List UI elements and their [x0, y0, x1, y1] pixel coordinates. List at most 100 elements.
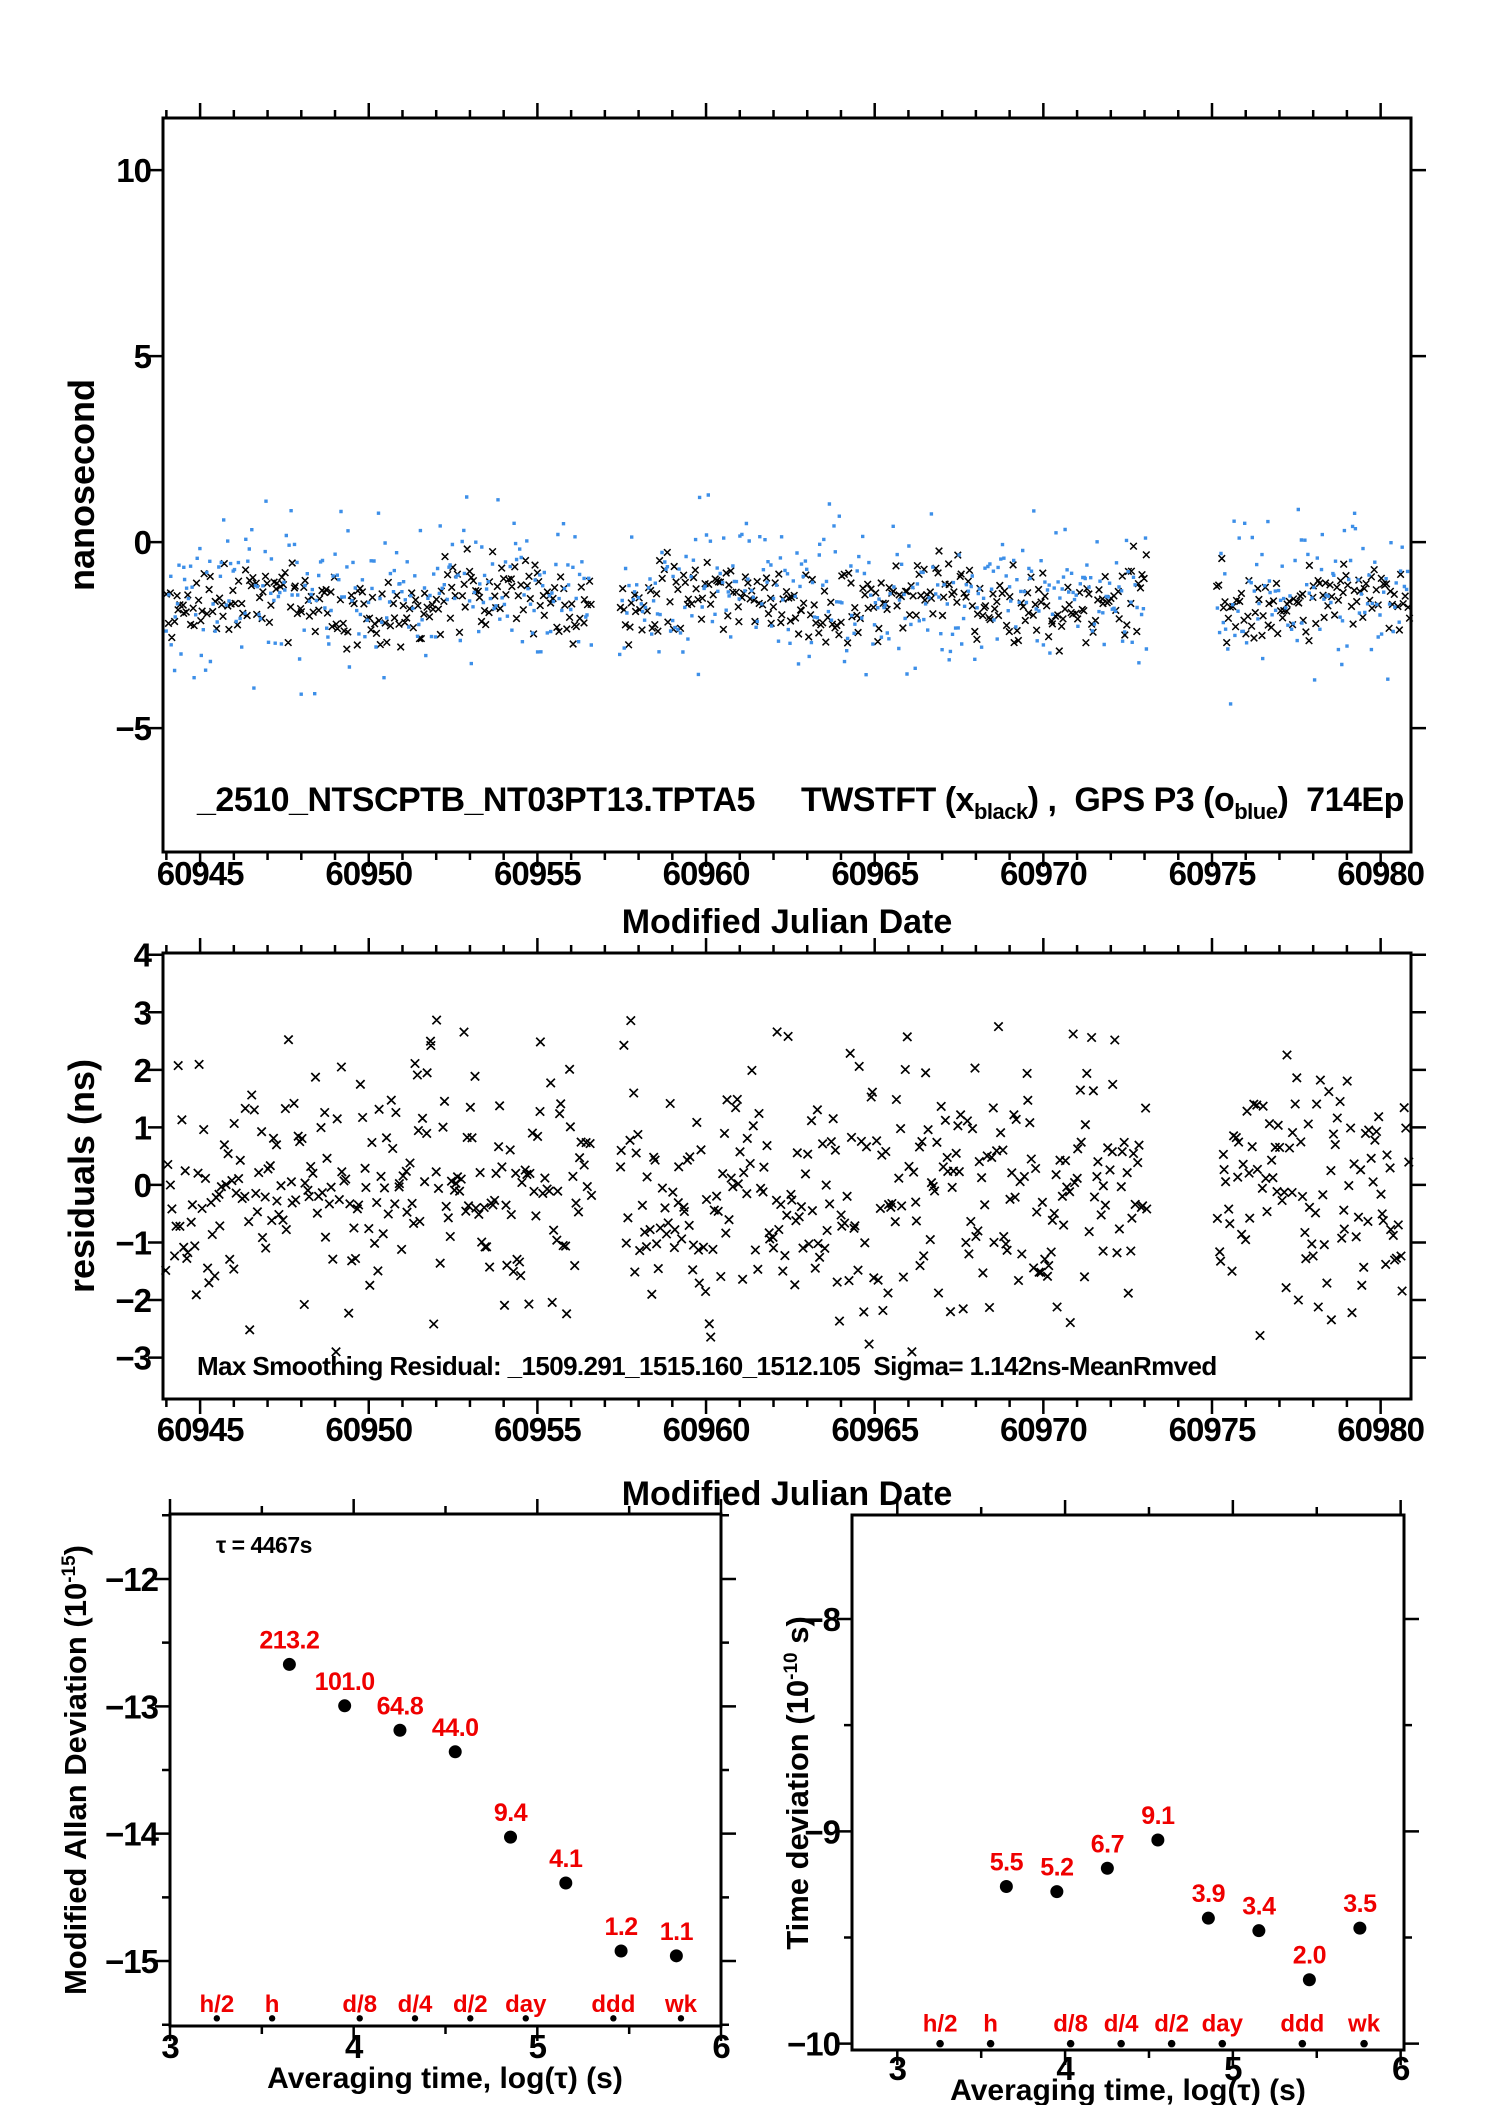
- residuals-x-axis-title: Modified Julian Date: [621, 1475, 953, 1513]
- comparison-title-series1-subscript: black: [973, 799, 1028, 824]
- time-comparison-twstft-points: [162, 542, 1414, 655]
- time-deviation-y-tick-label: −10: [787, 2026, 840, 2063]
- time-deviation-axis-ticks: [837, 1500, 1419, 2065]
- time-comparison-x-tick-label: 60960: [663, 855, 750, 892]
- time-deviation-value-label: 3.9: [1192, 1880, 1225, 1908]
- time-comparison-y-tick-label: 5: [134, 338, 152, 375]
- modified-allan-deviation-tau-tick-dot: [268, 2015, 276, 2022]
- smoothing-residuals-x-tick-label: 60955: [494, 1411, 581, 1448]
- modified-allan-deviation-plot-frame: [168, 1512, 723, 2028]
- mdev-y-axis-title-pre: Modified Allan Deviation (10: [58, 1582, 93, 1996]
- time-comparison-x-tick-label: 60975: [1169, 855, 1256, 892]
- time-deviation-x-tick-label: 4: [1056, 2050, 1075, 2087]
- time-deviation-value-label: 5.5: [990, 1849, 1024, 1877]
- modified-allan-deviation-chart: 3 4 5 6 −12 −13 −14 −15 213.2 101.064.8 44.0 9.4 4.1…: [105, 1499, 736, 2065]
- modified-allan-deviation-data-point: [614, 1944, 628, 1958]
- modified-allan-deviation-tau-tick-label: wk: [664, 1991, 698, 2018]
- smoothing-residuals-x-tick-label: 60950: [325, 1411, 412, 1448]
- time-comparison-x-tick-label: 60955: [494, 855, 581, 892]
- smoothing-residuals-plot-frame: [161, 951, 1413, 1401]
- smoothing-residuals-x-tick-label: 60975: [1169, 1411, 1256, 1448]
- modified-allan-deviation-tau-tick-label: d/4: [398, 1991, 433, 2018]
- modified-allan-deviation-x-tick-label: 4: [345, 2028, 364, 2065]
- comparison-x-axis-title: Modified Julian Date: [621, 903, 953, 941]
- time-deviation-data-point: [1100, 1861, 1114, 1875]
- time-deviation-tau-tick-label: d/4: [1104, 2010, 1139, 2037]
- smoothing-residuals-y-tick-label: −2: [115, 1282, 151, 1319]
- modified-allan-deviation-x-tick-label: 6: [712, 2028, 730, 2065]
- time-deviation-chart: 3 4 5 6 −8 −9 −10 5.5 5.2 6.7 9.1 3.9 3.4 2.0 3.5 h/2 h d…: [787, 1500, 1419, 2087]
- tdev-y-axis-title-post: s): [780, 1616, 815, 1653]
- modified-allan-deviation-tau-tick-dot: [677, 2015, 685, 2022]
- time-deviation-y-tick-label: −9: [804, 1813, 840, 1850]
- modified-allan-deviation-value-label: 1.2: [604, 1913, 637, 1941]
- time-comparison-plot-frame: [161, 116, 1413, 854]
- time-deviation-data-point: [1050, 1885, 1064, 1899]
- comparison-title: _2510_NTSCPTB_NT03PT13.TPTA5 TWSTFT (xbla…: [197, 781, 1404, 825]
- modified-allan-deviation-y-tick-label: −12: [105, 1561, 159, 1598]
- modified-allan-deviation-value-label: 9.4: [494, 1799, 528, 1827]
- time-deviation-value-label: 6.7: [1091, 1830, 1124, 1858]
- mdev-y-axis-title-post: ): [58, 1544, 93, 1556]
- modified-allan-deviation-value-label: 4.1: [549, 1845, 583, 1873]
- time-deviation-data-point: [999, 1880, 1013, 1894]
- modified-allan-deviation-data-point: [504, 1830, 518, 1844]
- modified-allan-deviation-y-tick-label: −15: [105, 1943, 159, 1980]
- time-deviation-tau-tick-dot: [1360, 2039, 1368, 2048]
- modified-allan-deviation-tau-tick-label: day: [505, 1991, 547, 2018]
- modified-allan-deviation-value-label: 64.8: [377, 1692, 424, 1720]
- modified-allan-deviation-x-tick-label: 3: [161, 2028, 179, 2065]
- modified-allan-deviation-tau-tick-dot: [467, 2015, 474, 2022]
- time-deviation-tau-tick-label: wk: [1347, 2010, 1381, 2037]
- time-deviation-value-label: 9.1: [1141, 1802, 1175, 1830]
- modified-allan-deviation-y-tick-label: −13: [105, 1688, 159, 1725]
- mdev-x-axis-title: Averaging time, log(τ) (s): [267, 2062, 623, 2095]
- smoothing-residuals-y-tick-label: 1: [134, 1109, 152, 1146]
- comparison-y-axis-title: nanosecond: [61, 378, 102, 592]
- modified-allan-deviation-tau-tick-dot: [610, 2015, 617, 2022]
- modified-allan-deviation-y-tick-label: −14: [105, 1816, 160, 1853]
- smoothing-residuals-x-tick-label: 60980: [1337, 1411, 1424, 1448]
- smoothing-residuals-x-tick-label: 60970: [1000, 1411, 1087, 1448]
- modified-allan-deviation-tau-tick-label: d/8: [342, 1991, 377, 2018]
- time-deviation-data-point: [1302, 1973, 1316, 1987]
- time-deviation-x-tick-label: 6: [1392, 2050, 1410, 2087]
- modified-allan-deviation-value-label: 1.1: [660, 1918, 694, 1946]
- comparison-title-between: ) , GPS P3 (o: [1027, 781, 1235, 819]
- time-deviation-tau-tick-label: d/8: [1053, 2010, 1088, 2037]
- smoothing-residuals-y-tick-label: −3: [115, 1340, 151, 1377]
- time-deviation-plot-frame: [850, 1513, 1406, 2052]
- time-deviation-tau-tick-dot: [936, 2039, 944, 2048]
- modified-allan-deviation-tau-tick-dot: [411, 2015, 419, 2022]
- modified-allan-deviation-data-point: [393, 1723, 407, 1737]
- smoothing-residuals-x-tick-label: 60960: [663, 1411, 750, 1448]
- modified-allan-deviation-tau-tick-dot: [213, 2015, 221, 2022]
- time-comparison-x-tick-label: 60950: [325, 855, 412, 892]
- modified-allan-deviation-tau-tick-label: ddd: [591, 1991, 635, 2018]
- time-comparison-y-tick-label: 10: [116, 152, 151, 189]
- modified-allan-deviation-data-point: [338, 1699, 352, 1713]
- modified-allan-deviation-axis-ticks: [155, 1499, 736, 2041]
- smoothing-residuals-y-tick-label: −1: [115, 1224, 151, 1261]
- comparison-title-series2-subscript: blue: [1234, 799, 1278, 824]
- tdev-y-axis-title: Time deviation (10-10 s): [780, 1616, 816, 1950]
- time-deviation-tau-tick-label: h/2: [923, 2010, 958, 2037]
- comparison-title-suffix: ) 714Ep: [1277, 781, 1404, 819]
- time-deviation-value-label: 5.2: [1040, 1854, 1073, 1882]
- time-deviation-tau-tick-dot: [1298, 2039, 1307, 2048]
- tdev-y-axis-title-exponent: -10: [781, 1652, 802, 1680]
- tdev-y-axis-title-pre: Time deviation (10: [780, 1679, 815, 1950]
- residuals-y-axis-title: residuals (ns): [61, 1058, 102, 1294]
- time-comparison-y-tick-label: 0: [134, 524, 151, 561]
- time-deviation-tau-tick-label: day: [1202, 2010, 1244, 2037]
- smoothing-residuals-x-tick-label: 60965: [831, 1411, 918, 1448]
- time-deviation-data-point: [1201, 1911, 1215, 1925]
- time-deviation-tau-tick-label: d/2: [1154, 2010, 1189, 2037]
- smoothing-residuals-axis-ticks: [148, 938, 1426, 1414]
- time-comparison-x-tick-label: 60965: [831, 855, 918, 892]
- time-deviation-tau-tick-dot: [1066, 2039, 1075, 2048]
- time-deviation-data-point: [1151, 1833, 1165, 1847]
- tdev-x-axis-title: Averaging time, log(τ) (s): [950, 2074, 1306, 2105]
- time-deviation-data-point: [1252, 1924, 1266, 1938]
